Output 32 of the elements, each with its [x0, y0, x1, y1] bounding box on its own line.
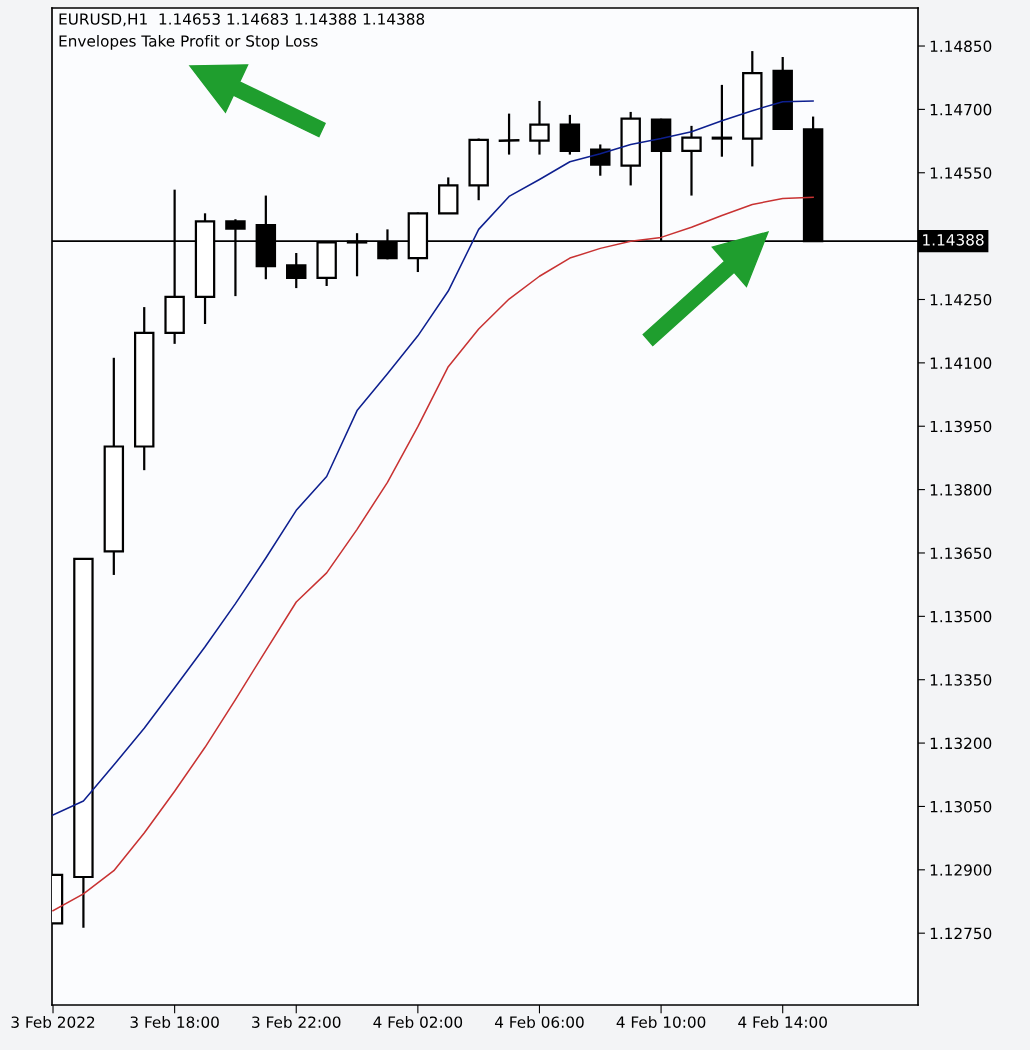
x-tick-label: 4 Feb 10:00	[616, 1016, 706, 1028]
y-tick-label: 1.14850	[930, 40, 992, 53]
candlestick	[711, 83, 733, 158]
x-tick-label: 3 Feb 22:00	[252, 1016, 341, 1028]
candlestick	[529, 99, 550, 156]
line-series	[52, 196, 814, 912]
candlestick	[681, 124, 702, 197]
y-tick-label: 1.13500	[930, 610, 992, 623]
candlestick	[498, 112, 520, 156]
x-tick-label: 3 Feb 18:00	[130, 1016, 219, 1028]
ref-line-label: 1.14388	[923, 234, 984, 246]
x-tick-label: 4 Feb 14:00	[738, 1016, 827, 1028]
chart-title: EURUSD,H1 1.14653 1.14683 1.14388 1.14388	[59, 13, 425, 27]
y-tick-label: 1.13650	[930, 547, 992, 559]
y-tick-label: 1.14550	[930, 167, 992, 179]
y-tick-label: 1.13350	[930, 674, 992, 686]
x-tick-label: 4 Feb 06:00	[494, 1016, 584, 1028]
y-tick-label: 1.12750	[930, 927, 992, 940]
y-tick-label: 1.14700	[930, 103, 992, 116]
y-tick-label: 1.13200	[930, 737, 992, 750]
line-series	[52, 100, 814, 816]
y-tick-label: 1.13050	[930, 800, 992, 813]
x-tick-label: 3 Feb 2022	[11, 1016, 95, 1028]
y-tick-label: 1.12900	[930, 864, 992, 876]
y-tick-label: 1.14100	[930, 357, 992, 369]
y-tick-label: 1.13800	[930, 484, 992, 496]
candlestick	[286, 251, 307, 290]
y-tick-label: 1.14250	[930, 293, 992, 306]
text: Envelopes Take Profit or Stop Loss	[59, 34, 318, 50]
y-tick-label: 1.13950	[930, 420, 992, 433]
x-tick-label: 4 Feb 02:00	[373, 1016, 463, 1028]
candlestick	[590, 143, 611, 177]
